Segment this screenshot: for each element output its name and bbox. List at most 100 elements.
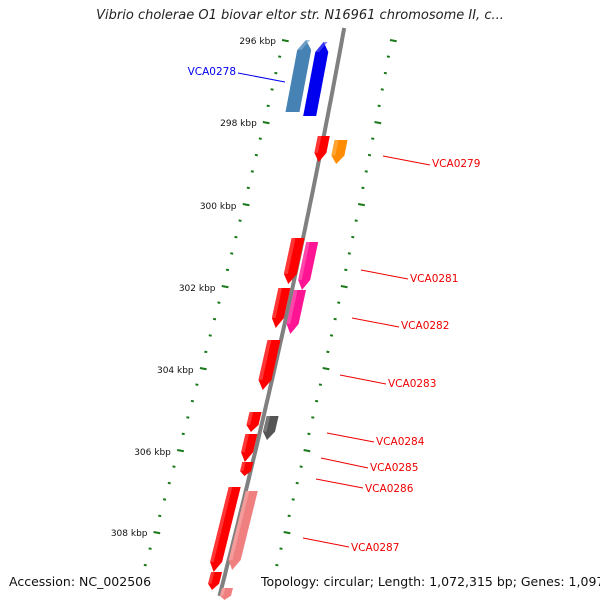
gene-label: VCA0282 [401, 320, 449, 332]
tick-right [295, 481, 299, 485]
label-leader-line [320, 457, 369, 469]
tick-left [212, 317, 217, 321]
tick-right [275, 563, 279, 567]
gene-arrow [240, 462, 254, 476]
tick-left [278, 55, 282, 58]
tick-left [258, 137, 262, 140]
gene-label: VCA0283 [388, 378, 436, 390]
label-leader-line [326, 432, 375, 443]
tick-right [380, 88, 384, 91]
label-leader-line [351, 317, 400, 328]
kbp-label: 296 kbp [239, 37, 276, 47]
tick-left [281, 39, 289, 43]
tick-right [299, 465, 303, 468]
tick-left [167, 481, 171, 485]
label-leader-line [360, 269, 409, 280]
gene-arrow [258, 340, 281, 390]
label-leader-line [302, 537, 350, 548]
tick-left [274, 71, 278, 75]
tick-right [383, 71, 387, 75]
gene-arrow-shade [286, 290, 298, 324]
label-leader-line [237, 72, 286, 83]
label-leader-line [382, 155, 431, 166]
gene-arrow-shade [246, 412, 254, 425]
gene-label: VCA0285 [370, 462, 418, 474]
gene-arrow [298, 242, 319, 290]
gene-arrow-body [303, 42, 329, 116]
tick-left [181, 432, 185, 436]
gene-arrow-shade [297, 40, 311, 50]
tick-right [283, 531, 291, 535]
gene-arrow-shade [314, 136, 322, 153]
kbp-labels: 296 kbp 298 kbp 300 kbp 302 kbp 304 kbp 306 k… [111, 37, 276, 539]
gene-arrow [285, 40, 312, 112]
gene-label: VCA0278 [188, 66, 236, 78]
tick-right [322, 367, 330, 371]
tick-right [340, 285, 348, 289]
topology-text: Topology: circular; Length: 1,072,315 bp… [258, 574, 600, 589]
tick-right [344, 268, 348, 272]
gene-arrow [210, 487, 241, 572]
gene-arrow-shade [228, 491, 250, 560]
gene-arrow-body [228, 491, 258, 570]
gene-arrow [246, 412, 262, 432]
tick-left [270, 88, 274, 91]
kbp-label: 304 kbp [157, 366, 194, 376]
gene-arrow [283, 238, 305, 284]
kbp-label: 302 kbp [179, 284, 216, 294]
gene-arrow [228, 491, 258, 570]
gene-label: VCA0284 [376, 436, 425, 448]
tick-right [311, 416, 315, 419]
tick-left [143, 563, 147, 567]
gene-arrow-body [210, 487, 241, 572]
tick-left [176, 449, 185, 453]
tick-left [208, 334, 212, 337]
tick-left [246, 186, 250, 190]
gene-arrow [263, 416, 279, 440]
gene-arrow-shade [240, 462, 246, 472]
gene-label: VCA0286 [365, 483, 414, 495]
gene-arrow [220, 588, 233, 600]
gene-arrow-body [258, 340, 281, 390]
gene-arrow [271, 288, 291, 328]
kbp-label: 306 kbp [134, 448, 171, 458]
tick-right [389, 39, 397, 43]
tick-right [351, 235, 355, 239]
tick-left [266, 104, 270, 108]
label-leader-line [315, 478, 364, 489]
tick-left [234, 235, 238, 239]
gene-arrow-shade [208, 572, 215, 584]
gene-arrow-shade [283, 238, 296, 274]
tick-left [204, 350, 208, 354]
gene-arrow-shade [220, 588, 226, 596]
gene-label: VCA0287 [351, 542, 399, 554]
tick-right [371, 137, 375, 140]
tick-left [254, 153, 258, 157]
gene-arrow-body [286, 290, 306, 334]
tick-left [217, 301, 221, 304]
gene-arrow [286, 290, 306, 334]
tick-right [333, 317, 337, 321]
gene-arrow-shade [210, 487, 233, 562]
tick-right [337, 301, 341, 304]
gene-arrow-shade [298, 242, 310, 280]
tick-left [238, 219, 242, 222]
label-leaders [237, 72, 431, 548]
accession-text: Accession: NC_002506 [9, 574, 152, 589]
kbp-label: 298 kbp [220, 119, 257, 129]
gene-arrow [241, 434, 258, 462]
gene-arrow [208, 572, 223, 590]
gene-arrow [303, 42, 329, 116]
gene-label: VCA0279 [432, 158, 480, 170]
gene-arrow-shade [331, 140, 339, 156]
tick-right [364, 170, 368, 173]
gene-arrow-body [298, 242, 319, 290]
tick-left [262, 121, 270, 125]
gene-labels: VCA0278 VCA0279 VCA0281 VCA0282 VCA0283 VCA02… [188, 66, 481, 554]
tick-right [329, 334, 334, 337]
gene-arrow-shade [258, 340, 272, 380]
gene-arrow-shade [241, 434, 249, 453]
tick-left [242, 203, 250, 207]
kbp-label: 300 kbp [200, 202, 237, 212]
